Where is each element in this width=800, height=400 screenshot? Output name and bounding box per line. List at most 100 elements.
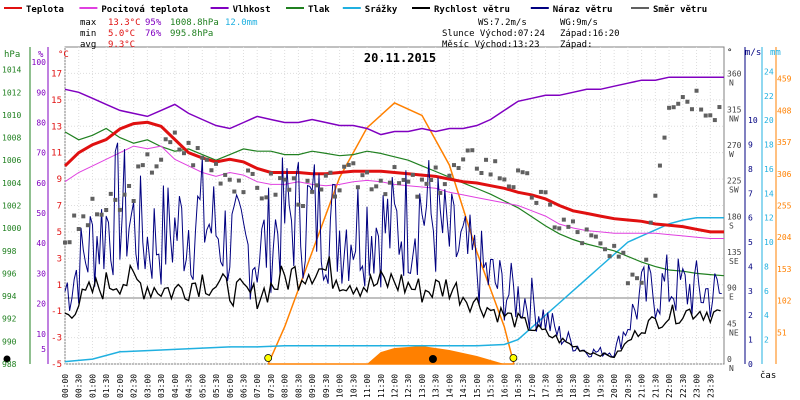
- rain-tick-label: 10: [764, 238, 774, 247]
- legend-label: Vlhkost: [233, 5, 271, 15]
- x-tick-label: 23:00: [693, 374, 702, 398]
- pressure-tick-label: 998: [2, 247, 17, 256]
- wind-direction-point: [369, 187, 374, 192]
- x-tick-label: 13:00: [418, 374, 427, 398]
- direction-tick-label: N: [729, 79, 734, 88]
- pressure-tick-label: 996: [2, 269, 17, 278]
- wind-tick-label: 2: [748, 311, 753, 320]
- pressure-tick-label: 1002: [2, 202, 21, 211]
- wind-direction-point: [406, 179, 411, 184]
- wind-direction-point: [127, 183, 132, 188]
- wind-direction-point: [122, 192, 127, 197]
- direction-tick-label: NE: [729, 328, 739, 337]
- wind-direction-point: [667, 105, 672, 110]
- x-tick-label: 07:30: [267, 374, 276, 398]
- solar-tick-label: 357: [777, 138, 792, 147]
- wind-direction-point: [598, 241, 603, 246]
- rain-tick-label: 18: [764, 141, 774, 150]
- wind-direction-point: [699, 107, 704, 112]
- temp-tick-label: 7: [57, 202, 62, 212]
- wind-direction-point: [575, 230, 580, 235]
- x-tick-label: 10:00: [336, 374, 345, 398]
- x-tick-label: 06:30: [239, 374, 248, 398]
- x-tick-label: 21:30: [651, 374, 660, 398]
- pressure-series: [64, 127, 725, 277]
- wind-direction-point: [689, 107, 694, 112]
- x-tick-label: 05:30: [212, 374, 221, 398]
- wind-direction-point: [236, 178, 241, 183]
- x-tick-label: 20:30: [624, 374, 633, 398]
- x-tick-label: 18:30: [569, 374, 578, 398]
- stat-humidity: 76%: [145, 29, 162, 39]
- wind-direction-point: [525, 171, 530, 176]
- direction-tick-degrees: 225: [727, 177, 742, 186]
- temp-tick-label: -1: [51, 307, 62, 317]
- wind-direction-point: [703, 113, 708, 118]
- wind-tick-label: 10: [748, 116, 758, 125]
- pressure-tick-label: 1008: [2, 134, 21, 143]
- x-tick-label: 02:30: [130, 374, 139, 398]
- wind-direction-point: [401, 177, 406, 182]
- temp-tick-label: 17: [51, 69, 62, 79]
- pressure-tick-label: 988: [2, 360, 17, 369]
- wind-direction-point: [506, 184, 511, 189]
- wind-direction-point: [282, 177, 287, 182]
- wind-direction-point: [337, 188, 342, 193]
- x-tick-label: 20:00: [610, 374, 619, 398]
- solar-tick-label: 408: [777, 106, 792, 115]
- wind-direction-point: [159, 157, 164, 162]
- wind-tick-label: 4: [748, 262, 753, 271]
- wind-direction-point: [346, 162, 351, 167]
- wind-direction-point: [145, 152, 150, 157]
- wind-direction-point: [639, 280, 644, 285]
- wind-direction-point: [85, 223, 90, 228]
- wind-direction-point: [323, 173, 328, 178]
- x-tick-label: 13:30: [432, 374, 441, 398]
- wind-direction-point: [648, 220, 653, 225]
- wind-direction-point: [223, 172, 228, 177]
- temp-tick-label: 5: [57, 228, 62, 238]
- wind-direction-point: [365, 170, 370, 175]
- humidity-tick-label: 70: [36, 149, 46, 158]
- wind-direction-point: [140, 163, 145, 168]
- wind-direction-point: [516, 168, 521, 173]
- x-tick-label: 07:00: [253, 374, 262, 398]
- wind-direction-point: [200, 155, 205, 160]
- humidity-tick-label: 100: [32, 58, 47, 67]
- wind-direction-point: [479, 170, 484, 175]
- temp-tick-label: -3: [51, 334, 62, 344]
- humidity-tick-label: 80: [36, 118, 46, 127]
- solar-tick-label: 51: [777, 328, 787, 337]
- wind-direction-point: [685, 99, 690, 104]
- direction-tick-degrees: 180: [727, 212, 742, 221]
- wind-direction-point: [131, 199, 136, 204]
- labels: 00:00 00:30 01:00 01:30 02:00 02:30 03:00 03:30…: [2, 4, 792, 398]
- wind-direction-point: [511, 185, 516, 190]
- wind-direction-point: [163, 137, 168, 142]
- x-tick-label: 17:30: [542, 374, 551, 398]
- rain-unit: mm: [770, 48, 781, 58]
- wind-direction-point: [314, 183, 319, 188]
- x-tick-label: 09:00: [308, 374, 317, 398]
- x-tick-label: 09:30: [322, 374, 331, 398]
- x-tick-label: 06:00: [226, 374, 235, 398]
- wind-direction-point: [181, 151, 186, 156]
- wind-direction-point: [67, 240, 72, 245]
- wind-direction-point: [497, 176, 502, 181]
- axes: [29, 47, 777, 364]
- wind-direction-point: [172, 130, 177, 135]
- direction-tick-label: NW: [729, 114, 739, 123]
- wind-direction-point: [717, 105, 722, 110]
- wind-direction-point: [433, 165, 438, 170]
- info-wind-gust: WG:9m/s: [560, 18, 598, 28]
- wind-direction-point: [566, 224, 571, 229]
- solar-tick-label: 102: [777, 297, 792, 306]
- x-tick-label: 14:00: [445, 374, 454, 398]
- wind-direction-point: [580, 241, 585, 246]
- wind-direction-point: [470, 148, 475, 153]
- stat-humidity: 95%: [145, 18, 162, 28]
- wind-direction-point: [149, 170, 154, 175]
- wind-direction-point: [90, 196, 95, 201]
- x-tick-label: 14:30: [459, 374, 468, 398]
- wind-direction-point: [438, 190, 443, 195]
